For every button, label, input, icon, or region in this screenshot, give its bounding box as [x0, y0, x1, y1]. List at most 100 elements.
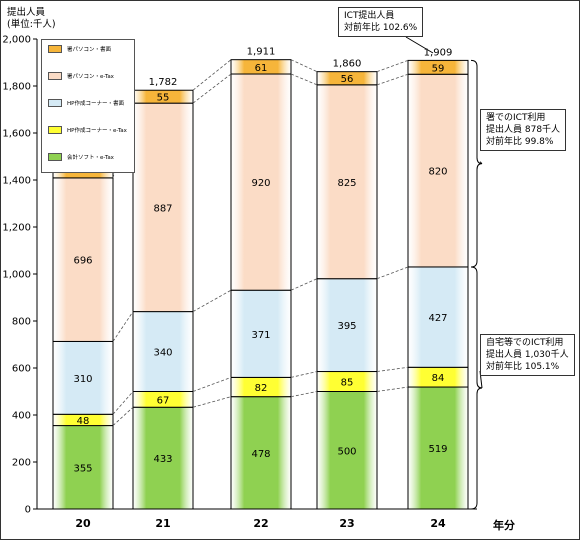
connector-line	[376, 366, 409, 372]
callout-line: 署でのICT利用	[486, 113, 546, 123]
callout-line: 提出人員 878千人	[486, 125, 561, 135]
y-axis-title-line2: (単位:千人)	[7, 19, 56, 30]
callout-line: 対前年比 99.8%	[486, 137, 554, 147]
callout-line: 対前年比 102.6%	[344, 23, 418, 33]
bar-value-label: 82	[255, 383, 268, 394]
connector-line	[192, 289, 232, 312]
brace-office-ict	[470, 59, 483, 268]
legend-label: HP作成コーナー・e-Tax	[67, 128, 127, 134]
bar-value-label: 519	[428, 444, 447, 455]
bar-value-label: 55	[157, 93, 170, 104]
bar-value-label: 433	[153, 454, 172, 465]
bar-segment	[316, 71, 378, 86]
callout-leader	[405, 36, 434, 54]
bar-total-label: 1,911	[247, 47, 276, 58]
callout-office-ict: 署でのICT利用 提出人員 878千人 対前年比 99.8%	[480, 109, 567, 151]
callout-leader	[479, 161, 483, 165]
x-tick-label: 23	[339, 517, 354, 530]
connector-line	[112, 391, 134, 415]
bar-total-label: 1,782	[149, 77, 178, 88]
y-tick-label: 0	[25, 505, 31, 516]
connector-line	[112, 406, 134, 426]
bar-value-label: 887	[153, 203, 172, 214]
legend-item: 署パソコン・書面	[48, 44, 111, 54]
y-tick-label: 1,800	[2, 82, 31, 93]
legend-swatch	[48, 45, 62, 53]
legend-item: HP作成コーナー・書面	[48, 98, 124, 108]
x-tick-label: 24	[430, 517, 446, 530]
bar-value-label: 48	[77, 416, 90, 427]
bar-segment	[407, 266, 469, 368]
connector-line	[112, 311, 134, 342]
bar-value-label: 85	[341, 378, 354, 389]
x-tick-label: 22	[253, 517, 268, 530]
legend-label: 署パソコン・書面	[67, 47, 112, 53]
legend-label: HP作成コーナー・書面	[67, 101, 124, 107]
bar-value-label: 355	[73, 463, 92, 474]
connector-line	[376, 73, 409, 86]
callout-line: ICT提出人員	[344, 11, 395, 21]
bar-total-label: 1,909	[424, 47, 453, 58]
bar-value-label: 825	[337, 178, 356, 189]
bar-value-label: 310	[73, 374, 92, 385]
bar-segment	[52, 340, 114, 415]
y-tick-label: 1,200	[2, 223, 31, 234]
bar-segment	[52, 425, 114, 510]
bar-segment	[132, 406, 194, 510]
legend-item: HP作成コーナー・e-Tax	[48, 125, 127, 135]
bar-total-label: 1,860	[333, 59, 362, 70]
bar-segment	[316, 84, 378, 280]
callout-line: 対前年比 105.1%	[486, 362, 560, 372]
y-tick-label: 200	[12, 458, 31, 469]
connector-line	[192, 377, 232, 392]
connector-line	[192, 59, 232, 91]
bar-segment	[230, 289, 292, 378]
y-tick-label: 600	[12, 364, 31, 375]
connector-line	[376, 60, 409, 73]
bar-value-label: 696	[73, 256, 92, 267]
legend-label: 会計ソフト・e-Tax	[67, 155, 114, 161]
connector-line	[290, 391, 318, 398]
legend-item: 会計ソフト・e-Tax	[48, 152, 114, 162]
bar-segment	[52, 177, 114, 342]
bar-value-label: 920	[251, 178, 270, 189]
bar-segment	[230, 396, 292, 510]
bar-segment	[230, 73, 292, 291]
legend-label: 署パソコン・e-Tax	[67, 74, 114, 80]
y-tick-label: 1,000	[2, 270, 31, 281]
bar-segment	[230, 59, 292, 75]
connector-line	[290, 278, 318, 291]
connector-line	[192, 396, 232, 408]
y-tick-label: 400	[12, 411, 31, 422]
bar-segment	[407, 59, 469, 75]
bar-value-label: 395	[337, 321, 356, 332]
bar-segment	[132, 102, 194, 313]
callout-line: 自宅等でのICT利用	[486, 338, 564, 348]
y-tick-label: 1,600	[2, 129, 31, 140]
bar-value-label: 820	[428, 167, 447, 178]
legend-swatch	[48, 153, 62, 161]
x-axis-unit: 年分	[493, 518, 515, 532]
bar-segment	[316, 391, 378, 510]
y-tick-label: 2,000	[2, 35, 31, 46]
bar-value-label: 59	[432, 63, 445, 74]
y-axis-title: 提出人員 (単位:千人)	[7, 7, 56, 31]
brace-home-ict	[470, 266, 483, 510]
x-tick-label: 20	[75, 517, 91, 530]
connector-line	[290, 371, 318, 378]
bar-value-label: 340	[153, 348, 172, 359]
bar-value-label: 56	[341, 74, 354, 85]
bar-value-label: 84	[432, 373, 445, 384]
bar-value-label: 67	[157, 395, 170, 406]
bar-segment	[316, 278, 378, 373]
bar-value-label: 371	[251, 330, 270, 341]
connector-line	[376, 386, 409, 392]
legend: 署パソコン・書面 署パソコン・e-Tax HP作成コーナー・書面 HP作成コーナ…	[41, 39, 135, 173]
legend-swatch	[48, 126, 62, 134]
connector-line	[192, 73, 232, 104]
connector-line	[376, 266, 409, 280]
connector-line	[290, 59, 318, 73]
bar-segment	[407, 386, 469, 510]
